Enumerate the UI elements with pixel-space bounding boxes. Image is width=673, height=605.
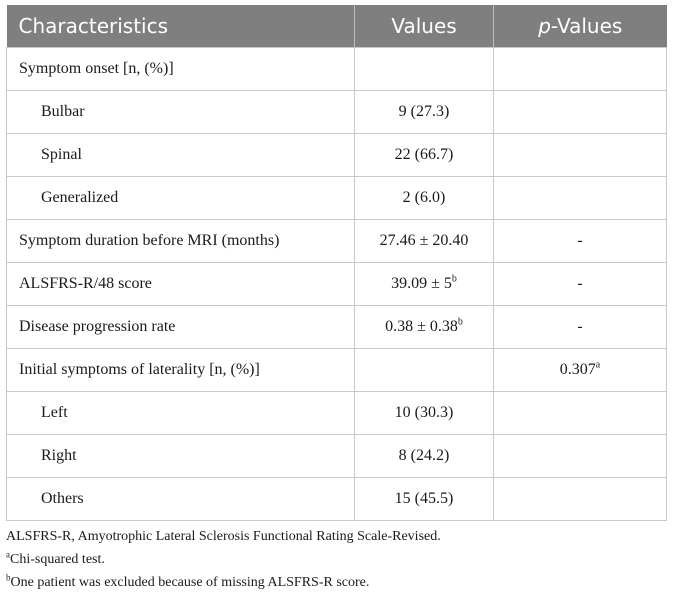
cell-p-value [493, 434, 667, 478]
cell-p-value-text: - [577, 318, 583, 335]
cell-value-text: 39.09 ± 5 [391, 275, 452, 292]
cell-value: 22 (66.7) [354, 133, 494, 177]
cell-value: 2 (6.0) [354, 176, 494, 220]
cell-p-value [493, 90, 667, 134]
cell-p-value-text: - [577, 232, 583, 249]
table-body: Symptom onset [n, (%)] Bulbar 9 (27.3) Spin… [6, 47, 667, 521]
table-row: Left 10 (30.3) [6, 391, 667, 435]
cell-value-text: 0.38 ± 0.38 [385, 318, 458, 335]
cell-value: 10 (30.3) [354, 391, 494, 435]
cell-p-value: 0.307a [493, 348, 667, 392]
cell-characteristic: Disease progression rate [6, 305, 355, 349]
cell-value [354, 47, 494, 91]
footnote-abbreviation: ALSFRS-R, Amyotrophic Lateral Sclerosis … [6, 529, 441, 544]
cell-p-value: - [493, 305, 667, 349]
header-p-values: p-Values [493, 5, 667, 48]
table-footnotes: ALSFRS-R, Amyotrophic Lateral Sclerosis … [6, 528, 666, 591]
footnote-b: bOne patient was excluded because of mis… [6, 572, 666, 591]
cell-value: 8 (24.2) [354, 434, 494, 478]
footnote-a-mark: a [6, 549, 10, 560]
cell-value-text: 22 (66.7) [394, 146, 454, 163]
cell-characteristic: Left [6, 391, 355, 435]
cell-p-value-footnote-mark: a [595, 359, 601, 371]
cell-characteristic: ALSFRS-R/48 score [6, 262, 355, 306]
table-row: Generalized 2 (6.0) [6, 176, 667, 220]
cell-characteristic: Symptom onset [n, (%)] [6, 47, 355, 91]
cell-value: 27.46 ± 20.40 [354, 219, 494, 263]
table-row: Symptom duration before MRI (months) 27.4… [6, 219, 667, 263]
table-header-row: Characteristics Values p-Values [6, 5, 667, 48]
cell-characteristic: Symptom duration before MRI (months) [6, 219, 355, 263]
cell-p-value-text: - [577, 275, 583, 292]
cell-characteristic: Right [6, 434, 355, 478]
characteristics-table: Characteristics Values p-Values Symptom … [6, 5, 667, 521]
cell-value: 39.09 ± 5b [354, 262, 494, 306]
cell-p-value [493, 391, 667, 435]
cell-characteristic: Generalized [6, 176, 355, 220]
cell-characteristic: Bulbar [6, 90, 355, 134]
cell-value-text: 9 (27.3) [398, 103, 450, 120]
cell-value-text: 8 (24.2) [398, 447, 450, 464]
cell-value: 0.38 ± 0.38b [354, 305, 494, 349]
table-row: Bulbar 9 (27.3) [6, 90, 667, 134]
table-row: Initial symptoms of laterality [n, (%)] 0… [6, 348, 667, 392]
cell-value: 15 (45.5) [354, 477, 494, 521]
cell-p-value [493, 176, 667, 220]
cell-p-value [493, 47, 667, 91]
cell-p-value: - [493, 262, 667, 306]
cell-value-text: 27.46 ± 20.40 [379, 232, 469, 249]
cell-characteristic: Others [6, 477, 355, 521]
cell-p-value [493, 133, 667, 177]
cell-value-text: 15 (45.5) [394, 490, 454, 507]
table-row: Right 8 (24.2) [6, 434, 667, 478]
cell-value [354, 348, 494, 392]
header-p-suffix: -Values [550, 14, 623, 38]
cell-characteristic: Initial symptoms of laterality [n, (%)] [6, 348, 355, 392]
cell-characteristic: Spinal [6, 133, 355, 177]
cell-p-value-text: 0.307 [559, 361, 596, 378]
header-characteristics: Characteristics [6, 5, 355, 48]
header-p-prefix: p [538, 14, 551, 38]
header-values: Values [354, 5, 494, 48]
footnote-a: aChi-squared test. [6, 549, 666, 568]
cell-p-value [493, 477, 667, 521]
cell-value-text: 10 (30.3) [394, 404, 454, 421]
cell-value-text: 2 (6.0) [402, 189, 446, 206]
cell-value-footnote-mark: b [457, 316, 463, 328]
table-row: Disease progression rate 0.38 ± 0.38b - [6, 305, 667, 349]
table-row: Spinal 22 (66.7) [6, 133, 667, 177]
footnote-a-text: Chi-squared test. [10, 552, 105, 567]
cell-value-footnote-mark: b [451, 273, 457, 285]
table-row: Symptom onset [n, (%)] [6, 47, 667, 91]
cell-p-value: - [493, 219, 667, 263]
table-container: Characteristics Values p-Values Symptom … [6, 5, 667, 597]
footnote-b-mark: b [6, 572, 11, 583]
table-row: Others 15 (45.5) [6, 477, 667, 521]
cell-value: 9 (27.3) [354, 90, 494, 134]
footnote-b-text: One patient was excluded because of miss… [10, 575, 370, 590]
table-row: ALSFRS-R/48 score 39.09 ± 5b - [6, 262, 667, 306]
